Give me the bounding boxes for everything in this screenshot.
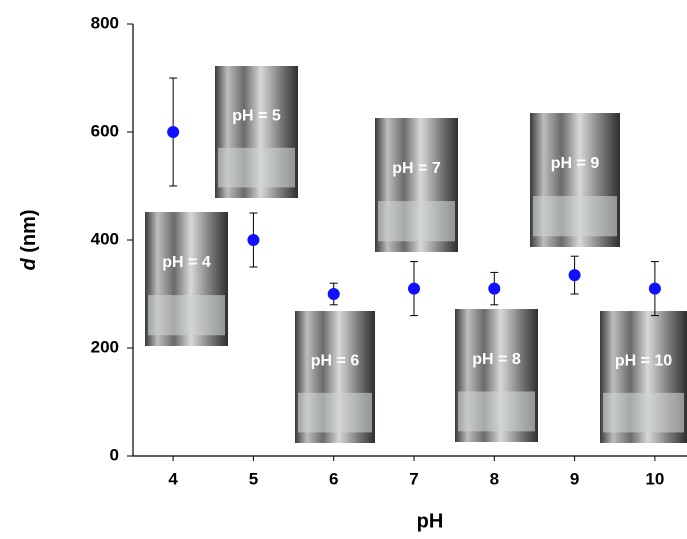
x-tick-label: 10 (645, 469, 664, 488)
photo-liquid (148, 295, 225, 336)
point (648, 282, 661, 295)
photo-label: pH = 4 (162, 254, 211, 271)
y-tick-label: 200 (91, 337, 119, 356)
point (568, 269, 581, 282)
photo-liquid (603, 392, 684, 433)
x-tick-label: 8 (490, 469, 499, 488)
photo-label: pH = 5 (232, 107, 281, 124)
point (488, 282, 501, 295)
photo-label: pH = 7 (392, 160, 441, 177)
x-tick-label: 5 (249, 469, 258, 488)
photo-label: pH = 8 (472, 351, 521, 368)
x-tick-label: 4 (168, 469, 178, 488)
point (327, 288, 340, 300)
photo-liquid (218, 147, 295, 188)
y-tick-label: 0 (110, 445, 119, 464)
y-axis-unit: (nm) (18, 209, 40, 252)
photo-liquid (533, 196, 617, 237)
photo-label: pH = 10 (615, 352, 672, 369)
photo-liquid (458, 391, 535, 432)
y-tick-label: 800 (91, 13, 119, 32)
y-axis-symbol: d (18, 258, 40, 271)
photo-liquid (298, 392, 372, 433)
point (408, 282, 421, 295)
x-tick-label: 9 (570, 469, 579, 488)
x-tick-label: 6 (329, 469, 338, 488)
x-axis-title: pH (417, 510, 444, 532)
point (167, 126, 180, 138)
photo-label: pH = 9 (551, 155, 600, 172)
x-tick-label: 7 (409, 469, 418, 488)
y-tick-label: 400 (91, 229, 119, 248)
photo-liquid (378, 201, 455, 242)
photo-label: pH = 6 (311, 352, 360, 369)
point (247, 234, 260, 246)
y-axis-title: d (nm) (18, 209, 40, 270)
y-tick-label: 600 (91, 121, 119, 140)
